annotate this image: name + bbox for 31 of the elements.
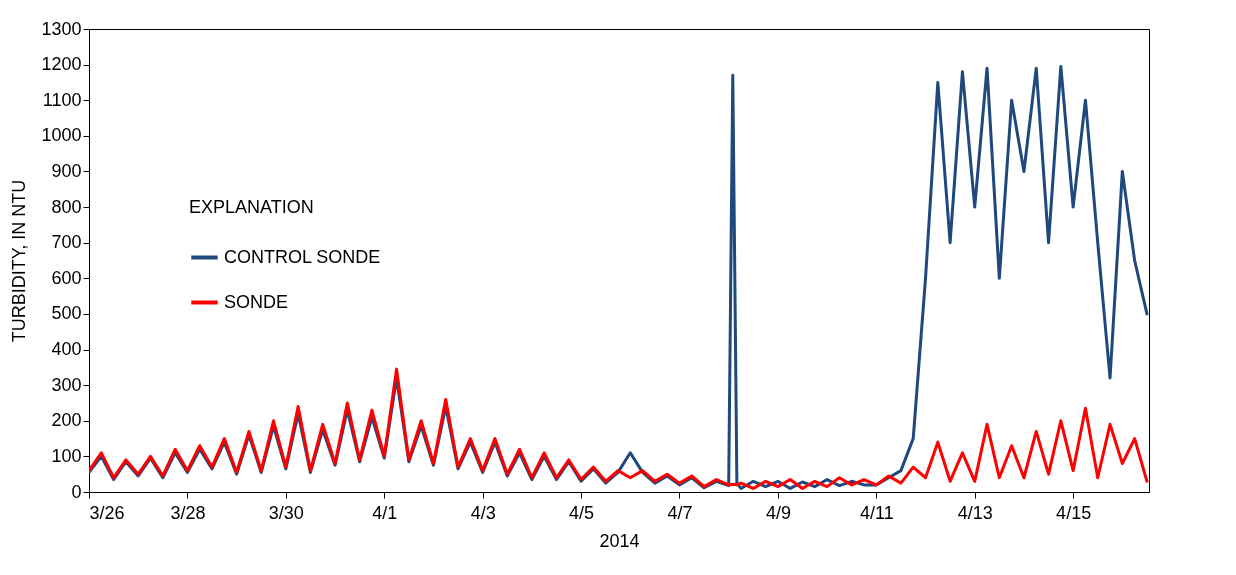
x-tick-label: 4/9 bbox=[765, 502, 791, 523]
x-tick-label: 3/28 bbox=[170, 502, 206, 523]
y-tick-label: 200 bbox=[51, 410, 82, 431]
x-tick-label: 4/13 bbox=[957, 502, 993, 523]
legend-title: EXPLANATION bbox=[189, 197, 314, 217]
legend-label: CONTROL SONDE bbox=[224, 246, 381, 267]
y-tick-label: 100 bbox=[51, 445, 82, 466]
x-tick-label: 4/3 bbox=[470, 502, 496, 523]
line-series bbox=[89, 367, 1149, 490]
y-tick-label: 700 bbox=[51, 232, 82, 253]
x-tick-label: 3/26 bbox=[89, 502, 125, 523]
x-axis-title: 2014 bbox=[599, 530, 640, 551]
x-tick-label: 3/30 bbox=[268, 502, 304, 523]
y-tick-label: 0 bbox=[71, 481, 82, 502]
y-tick-label: 500 bbox=[51, 303, 82, 324]
y-tick-label: 600 bbox=[51, 267, 82, 288]
y-tick-label: 300 bbox=[51, 374, 82, 395]
y-tick-label: 400 bbox=[51, 339, 82, 360]
x-tick-label: 4/1 bbox=[372, 502, 398, 523]
y-tick-label: 1100 bbox=[42, 89, 82, 110]
y-tick-label: 800 bbox=[51, 196, 82, 217]
legend-label: SONDE bbox=[224, 291, 289, 312]
x-tick-label: 4/5 bbox=[569, 502, 595, 523]
x-tick-label: 4/11 bbox=[859, 502, 894, 523]
y-tick-label: 1000 bbox=[41, 125, 82, 146]
y-axis-title: TURBIDITY, IN NTU bbox=[9, 179, 30, 343]
x-tick-label: 4/15 bbox=[1056, 502, 1092, 523]
y-tick-label: 900 bbox=[51, 160, 82, 181]
y-tick-label: 1300 bbox=[41, 18, 82, 39]
x-tick-label: 4/7 bbox=[667, 502, 693, 523]
y-tick-label: 1200 bbox=[41, 54, 82, 75]
